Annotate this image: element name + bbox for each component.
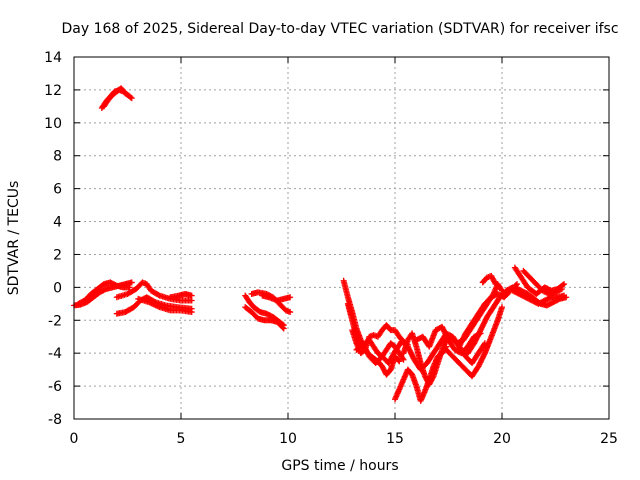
y-tick-label: 14 [44, 50, 62, 66]
data-point [396, 358, 403, 365]
x-axis-label: GPS time / hours [281, 458, 398, 474]
y-tick-label: 2 [53, 247, 62, 263]
x-tick-label: 0 [70, 431, 79, 447]
data-point [188, 309, 195, 316]
data-point [287, 294, 294, 301]
data-point [395, 357, 402, 364]
chart-title: Day 168 of 2025, Sidereal Day-to-day VTE… [61, 21, 618, 37]
data-point [499, 304, 505, 311]
data-point [563, 294, 570, 301]
data-point [498, 286, 505, 293]
data-point [287, 309, 294, 316]
axis-ticks: 0 5 10 15 20 25 -8 -6 -4 -2 0 2 4 6 8 10 12 14 [44, 50, 618, 447]
x-tick-label: 20 [493, 431, 511, 447]
y-tick-label: 6 [53, 182, 62, 198]
y-axis-label: SDTVAR / TECUs [6, 181, 22, 296]
data-point [155, 291, 162, 298]
data-point [558, 286, 565, 293]
x-tick-label: 5 [177, 431, 186, 447]
data-point [559, 281, 566, 288]
y-tick-label: 4 [53, 215, 62, 231]
data-point [280, 325, 287, 332]
data-point [492, 281, 499, 288]
x-tick-label: 10 [279, 431, 297, 447]
y-tick-label: -2 [48, 313, 62, 329]
x-tick-label: 15 [386, 431, 404, 447]
data-point [561, 281, 568, 288]
data-points [71, 85, 570, 404]
y-tick-label: 8 [53, 149, 62, 165]
y-tick-label: 0 [53, 280, 62, 296]
y-tick-label: -8 [48, 412, 62, 428]
data-point [188, 292, 195, 299]
plot-frame [73, 56, 610, 420]
data-point [125, 92, 132, 99]
y-tick-label: 10 [44, 116, 62, 132]
data-point [279, 324, 286, 331]
y-tick-label: -4 [48, 346, 62, 362]
data-point [400, 356, 407, 363]
y-tick-label: 12 [44, 83, 62, 99]
data-point [126, 284, 133, 291]
data-point [128, 279, 135, 286]
data-point [399, 355, 406, 362]
data-point [126, 93, 133, 100]
data-point [557, 286, 564, 293]
x-tick-label: 25 [600, 431, 618, 447]
y-tick-label: -6 [48, 379, 62, 395]
